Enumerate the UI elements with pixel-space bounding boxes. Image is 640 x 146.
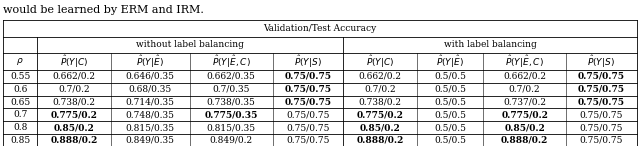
Text: 0.68/0.35: 0.68/0.35 [129, 85, 172, 94]
Text: $\rho$: $\rho$ [16, 56, 24, 67]
Text: $\hat{P}(Y|C)$: $\hat{P}(Y|C)$ [60, 53, 88, 70]
Text: $\hat{P}(Y|\hat{E})$: $\hat{P}(Y|\hat{E})$ [136, 53, 164, 70]
Text: 0.5/0.5: 0.5/0.5 [435, 110, 467, 119]
Text: 0.815/0.35: 0.815/0.35 [207, 123, 256, 132]
Text: 0.75/0.75: 0.75/0.75 [286, 110, 330, 119]
Text: 0.7/0.2: 0.7/0.2 [509, 85, 540, 94]
Text: 0.738/0.35: 0.738/0.35 [207, 98, 255, 107]
Text: 0.5/0.5: 0.5/0.5 [435, 72, 467, 81]
Text: 0.75/0.75: 0.75/0.75 [578, 85, 625, 94]
Text: 0.662/0.2: 0.662/0.2 [52, 72, 95, 81]
Text: 0.5/0.5: 0.5/0.5 [435, 98, 467, 107]
Text: 0.849/0.2: 0.849/0.2 [209, 136, 253, 145]
Text: 0.7/0.2: 0.7/0.2 [58, 85, 90, 94]
Text: $\hat{P}(Y|\hat{E})$: $\hat{P}(Y|\hat{E})$ [436, 53, 464, 70]
Text: 0.5/0.5: 0.5/0.5 [435, 136, 467, 145]
Text: 0.775/0.35: 0.775/0.35 [204, 110, 258, 119]
Text: 0.85: 0.85 [10, 136, 30, 145]
Text: $\hat{P}(Y|C)$: $\hat{P}(Y|C)$ [366, 53, 394, 70]
Text: 0.5/0.5: 0.5/0.5 [435, 123, 467, 132]
Text: 0.85/0.2: 0.85/0.2 [504, 123, 545, 132]
Text: 0.738/0.2: 0.738/0.2 [52, 98, 95, 107]
Text: 0.75/0.75: 0.75/0.75 [286, 123, 330, 132]
Text: $\hat{P}(Y|S)$: $\hat{P}(Y|S)$ [294, 53, 322, 70]
Text: 0.75/0.75: 0.75/0.75 [580, 136, 623, 145]
Text: 0.662/0.2: 0.662/0.2 [503, 72, 546, 81]
Text: 0.75/0.75: 0.75/0.75 [580, 110, 623, 119]
Text: 0.662/0.2: 0.662/0.2 [359, 72, 402, 81]
Text: 0.849/0.35: 0.849/0.35 [126, 136, 175, 145]
Text: 0.7: 0.7 [13, 110, 28, 119]
Text: 0.75/0.75: 0.75/0.75 [580, 123, 623, 132]
Text: $\hat{P}(Y|\hat{E},C)$: $\hat{P}(Y|\hat{E},C)$ [212, 53, 250, 70]
Text: would be learned by ERM and IRM.: would be learned by ERM and IRM. [3, 5, 204, 15]
Text: with label balancing: with label balancing [444, 40, 536, 49]
Text: $\hat{P}(Y|S)$: $\hat{P}(Y|S)$ [588, 53, 616, 70]
Text: 0.6: 0.6 [13, 85, 28, 94]
Text: 0.714/0.35: 0.714/0.35 [126, 98, 175, 107]
Text: 0.65: 0.65 [10, 98, 30, 107]
Text: 0.662/0.35: 0.662/0.35 [207, 72, 255, 81]
Text: 0.7/0.35: 0.7/0.35 [212, 85, 250, 94]
Text: 0.815/0.35: 0.815/0.35 [126, 123, 175, 132]
Text: 0.75/0.75: 0.75/0.75 [578, 72, 625, 81]
Text: 0.775/0.2: 0.775/0.2 [357, 110, 404, 119]
Text: 0.646/0.35: 0.646/0.35 [126, 72, 175, 81]
Text: 0.75/0.75: 0.75/0.75 [284, 85, 332, 94]
Text: 0.737/0.2: 0.737/0.2 [503, 98, 546, 107]
Text: 0.775/0.2: 0.775/0.2 [51, 110, 97, 119]
Text: 0.75/0.75: 0.75/0.75 [284, 72, 332, 81]
Text: 0.75/0.75: 0.75/0.75 [284, 98, 332, 107]
Text: without label balancing: without label balancing [136, 40, 244, 49]
Text: 0.7/0.2: 0.7/0.2 [365, 85, 396, 94]
Text: 0.55: 0.55 [10, 72, 30, 81]
Text: $\hat{P}(Y|\hat{E},C)$: $\hat{P}(Y|\hat{E},C)$ [505, 53, 544, 70]
Text: 0.85/0.2: 0.85/0.2 [54, 123, 94, 132]
Text: 0.5/0.5: 0.5/0.5 [435, 85, 467, 94]
Text: 0.775/0.2: 0.775/0.2 [501, 110, 548, 119]
Text: 0.888/0.2: 0.888/0.2 [356, 136, 404, 145]
Text: Validation/Test Accuracy: Validation/Test Accuracy [264, 24, 376, 33]
Text: 0.888/0.2: 0.888/0.2 [501, 136, 548, 145]
Text: 0.75/0.75: 0.75/0.75 [286, 136, 330, 145]
Text: 0.8: 0.8 [13, 123, 28, 132]
Text: 0.85/0.2: 0.85/0.2 [360, 123, 401, 132]
Text: 0.75/0.75: 0.75/0.75 [578, 98, 625, 107]
Text: 0.888/0.2: 0.888/0.2 [51, 136, 98, 145]
Text: 0.748/0.35: 0.748/0.35 [126, 110, 175, 119]
Text: 0.738/0.2: 0.738/0.2 [359, 98, 402, 107]
